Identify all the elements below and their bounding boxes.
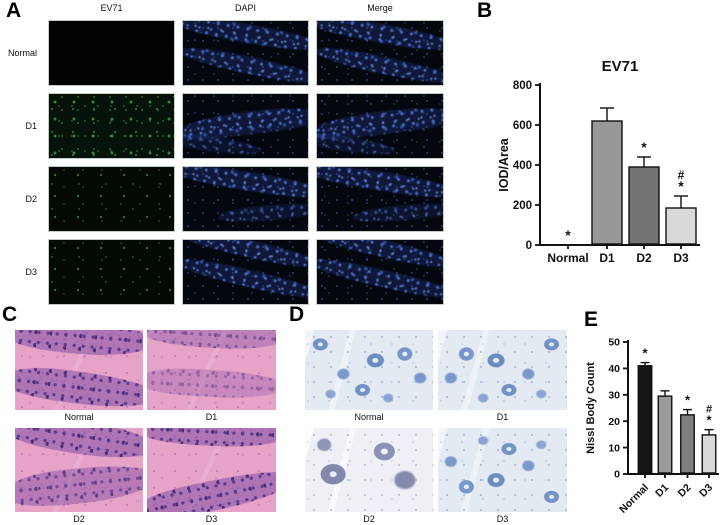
column-header-merge: Merge [367, 3, 393, 13]
svg-text:50: 50 [608, 337, 620, 349]
svg-text:10: 10 [608, 442, 620, 454]
panel-b-label: B [477, 0, 493, 22]
nissl-caption-d2: D2 [363, 514, 375, 524]
micrograph-d3-merge [316, 239, 444, 305]
svg-text:Nissl Body Count: Nissl Body Count [585, 362, 597, 454]
svg-text:#: # [706, 404, 712, 416]
svg-text:IOD/Area: IOD/Area [497, 137, 511, 192]
panel-e-label: E [584, 308, 599, 331]
svg-text:D3: D3 [697, 482, 715, 500]
micrograph-d1-dapi [182, 93, 309, 159]
micrograph-d1-merge [316, 93, 444, 159]
svg-text:200: 200 [513, 200, 532, 212]
svg-text:D2: D2 [636, 251, 652, 265]
svg-text:*: * [565, 227, 571, 243]
panel-c-label: C [2, 303, 18, 326]
svg-text:D1: D1 [653, 482, 671, 500]
row-label-d2: D2 [25, 194, 37, 204]
he-caption-normal: Normal [64, 412, 94, 422]
he-caption-d2: D2 [73, 514, 85, 524]
he-caption-d3: D3 [205, 514, 218, 524]
svg-text:Normal: Normal [617, 482, 651, 516]
corner-spacer [5, 2, 41, 13]
micrograph-d2-dapi [182, 166, 309, 232]
svg-text:D3: D3 [673, 251, 689, 265]
micrograph-d3-dapi [182, 239, 309, 305]
row-label-d1: D1 [25, 121, 37, 131]
column-header-dapi: DAPI [234, 3, 256, 13]
svg-text:20: 20 [608, 416, 620, 428]
he-d3 [147, 428, 276, 512]
he-d1 [147, 330, 276, 410]
svg-text:*: * [685, 393, 691, 408]
nissl-d3 [438, 428, 567, 512]
svg-text:*: * [642, 346, 648, 361]
micrograph-d1-ev71 [48, 93, 175, 159]
column-header-ev71: EV71 [100, 3, 123, 13]
svg-text:400: 400 [513, 160, 532, 172]
svg-text:Normal: Normal [547, 251, 588, 265]
panel-c: Normal D1 D2 D3 [15, 330, 276, 525]
svg-text:EV71: EV71 [602, 58, 639, 75]
panel-d-label: D [289, 303, 305, 326]
nissl-normal [305, 330, 433, 410]
panel-d: Normal D1 D2 D3 [305, 330, 567, 525]
svg-text:30: 30 [608, 389, 620, 401]
panel-a-label: A [6, 0, 22, 22]
svg-text:D2: D2 [676, 482, 694, 500]
svg-text:D1: D1 [599, 251, 615, 265]
panel-a: EV71 DAPI Merge Normal D1 D2 D3 [5, 2, 444, 305]
svg-text:#: # [678, 168, 685, 182]
nissl-d1 [438, 330, 567, 410]
micrograph-d2-merge [316, 166, 444, 232]
micrograph-d2-ev71 [48, 166, 175, 232]
he-normal [15, 330, 143, 410]
micrograph-d3-ev71 [48, 239, 175, 305]
svg-text:*: * [706, 413, 712, 428]
he-caption-d1: D1 [205, 412, 218, 422]
svg-text:0: 0 [614, 469, 620, 481]
svg-text:40: 40 [608, 363, 620, 375]
micrograph-normal-merge [316, 20, 444, 86]
nissl-d2 [305, 428, 433, 512]
row-label-normal: Normal [7, 48, 37, 58]
svg-text:800: 800 [513, 80, 532, 92]
svg-text:0: 0 [526, 240, 532, 252]
svg-text:*: * [641, 139, 647, 155]
micrograph-normal-ev71 [48, 20, 175, 86]
micrograph-normal-dapi [182, 20, 309, 86]
nissl-caption-normal: Normal [354, 412, 384, 422]
svg-text:*: * [678, 178, 684, 194]
he-d2 [15, 428, 143, 512]
row-label-d3: D3 [25, 267, 37, 277]
nissl-caption-d1: D1 [496, 412, 509, 422]
svg-text:600: 600 [513, 120, 532, 132]
nissl-caption-d3: D3 [496, 514, 509, 524]
